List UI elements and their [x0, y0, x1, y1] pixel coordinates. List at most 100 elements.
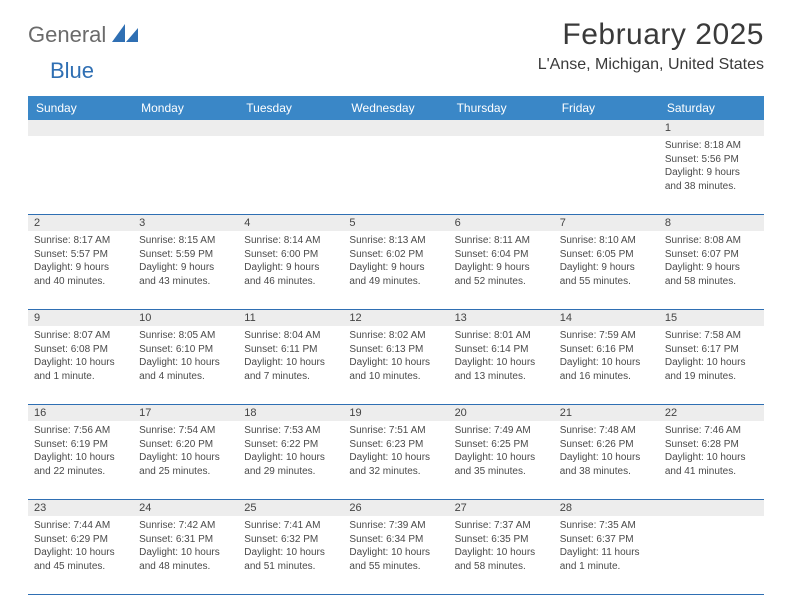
day-number: 17 — [133, 405, 238, 421]
day-cell: Sunrise: 7:59 AMSunset: 6:16 PMDaylight:… — [554, 326, 659, 404]
day-number: 4 — [238, 215, 343, 231]
day1-text: Daylight: 9 hours — [665, 261, 758, 275]
day-cell: Sunrise: 7:56 AMSunset: 6:19 PMDaylight:… — [28, 421, 133, 499]
brand-general: General — [28, 22, 106, 48]
daynum-strip: 2345678 — [28, 215, 764, 231]
day2-text: and 16 minutes. — [560, 370, 653, 384]
sunrise-text: Sunrise: 8:14 AM — [244, 234, 337, 248]
day-cell — [343, 136, 448, 214]
day-number: 13 — [449, 310, 554, 326]
day-cell: Sunrise: 7:54 AMSunset: 6:20 PMDaylight:… — [133, 421, 238, 499]
weekday-friday: Friday — [554, 96, 659, 120]
day2-text: and 4 minutes. — [139, 370, 232, 384]
sunrise-text: Sunrise: 7:51 AM — [349, 424, 442, 438]
day-cell: Sunrise: 7:49 AMSunset: 6:25 PMDaylight:… — [449, 421, 554, 499]
sunset-text: Sunset: 6:25 PM — [455, 438, 548, 452]
day-cell: Sunrise: 8:11 AMSunset: 6:04 PMDaylight:… — [449, 231, 554, 309]
day2-text: and 1 minute. — [560, 560, 653, 574]
sunrise-text: Sunrise: 7:41 AM — [244, 519, 337, 533]
sunrise-text: Sunrise: 8:10 AM — [560, 234, 653, 248]
day2-text: and 43 minutes. — [139, 275, 232, 289]
day-cell — [133, 136, 238, 214]
sunset-text: Sunset: 6:32 PM — [244, 533, 337, 547]
day-number: 8 — [659, 215, 764, 231]
sunrise-text: Sunrise: 8:11 AM — [455, 234, 548, 248]
day-number: 15 — [659, 310, 764, 326]
day-number — [659, 500, 764, 516]
day-cell: Sunrise: 7:51 AMSunset: 6:23 PMDaylight:… — [343, 421, 448, 499]
day-cell: Sunrise: 8:05 AMSunset: 6:10 PMDaylight:… — [133, 326, 238, 404]
sunrise-text: Sunrise: 7:53 AM — [244, 424, 337, 438]
sunset-text: Sunset: 6:37 PM — [560, 533, 653, 547]
week-row: Sunrise: 8:18 AMSunset: 5:56 PMDaylight:… — [28, 136, 764, 215]
weekday-monday: Monday — [133, 96, 238, 120]
sunset-text: Sunset: 6:07 PM — [665, 248, 758, 262]
day1-text: Daylight: 9 hours — [455, 261, 548, 275]
day-number — [238, 120, 343, 136]
day-cell: Sunrise: 7:35 AMSunset: 6:37 PMDaylight:… — [554, 516, 659, 594]
sunrise-text: Sunrise: 8:04 AM — [244, 329, 337, 343]
day-number — [449, 120, 554, 136]
day2-text: and 49 minutes. — [349, 275, 442, 289]
day-number: 10 — [133, 310, 238, 326]
day2-text: and 58 minutes. — [455, 560, 548, 574]
sunset-text: Sunset: 5:59 PM — [139, 248, 232, 262]
brand-logo: General — [28, 22, 140, 48]
week-row: Sunrise: 8:17 AMSunset: 5:57 PM Daylight:… — [28, 231, 764, 310]
sunset-text: Sunset: 6:35 PM — [455, 533, 548, 547]
sunrise-text: Sunrise: 7:39 AM — [349, 519, 442, 533]
location-label: L'Anse, Michigan, United States — [538, 56, 764, 74]
day-number: 1 — [659, 120, 764, 136]
day1-text: Daylight: 10 hours — [34, 451, 127, 465]
day-cell: Sunrise: 7:48 AMSunset: 6:26 PMDaylight:… — [554, 421, 659, 499]
day-number: 25 — [238, 500, 343, 516]
day-cell: Sunrise: 8:04 AMSunset: 6:11 PMDaylight:… — [238, 326, 343, 404]
logo-sail-icon — [112, 24, 138, 47]
sunrise-text: Sunrise: 7:37 AM — [455, 519, 548, 533]
day1-text: Daylight: 10 hours — [244, 356, 337, 370]
day1-text: Daylight: 9 hours — [665, 166, 758, 180]
daynum-strip: 1 — [28, 120, 764, 136]
day-number — [343, 120, 448, 136]
day-number — [554, 120, 659, 136]
day1-text: Daylight: 10 hours — [665, 356, 758, 370]
day1-text: Daylight: 10 hours — [139, 546, 232, 560]
day2-text: and 40 minutes. — [34, 275, 127, 289]
sunset-text: Sunset: 6:10 PM — [139, 343, 232, 357]
sunset-text: Sunset: 6:11 PM — [244, 343, 337, 357]
day-cell: Sunrise: 8:13 AMSunset: 6:02 PMDaylight:… — [343, 231, 448, 309]
day1-text: Daylight: 10 hours — [455, 451, 548, 465]
week-row: Sunrise: 8:07 AMSunset: 6:08 PMDaylight:… — [28, 326, 764, 405]
day-number: 18 — [238, 405, 343, 421]
day-number: 24 — [133, 500, 238, 516]
day-cell: Sunrise: 8:17 AMSunset: 5:57 PMDaylight:… — [28, 231, 133, 309]
weekday-header: Sunday Monday Tuesday Wednesday Thursday… — [28, 96, 764, 120]
day-number: 6 — [449, 215, 554, 231]
sunrise-text: Sunrise: 7:59 AM — [560, 329, 653, 343]
sunset-text: Sunset: 5:57 PM — [34, 248, 127, 262]
day-cell: Sunrise: 8:14 AMSunset: 6:00 PMDaylight:… — [238, 231, 343, 309]
day1-text: Daylight: 10 hours — [139, 451, 232, 465]
day-number: 12 — [343, 310, 448, 326]
day2-text: and 10 minutes. — [349, 370, 442, 384]
sunrise-text: Sunrise: 8:18 AM — [665, 139, 758, 153]
sunset-text: Sunset: 6:17 PM — [665, 343, 758, 357]
calendar-grid: Sunday Monday Tuesday Wednesday Thursday… — [28, 96, 764, 595]
sunrise-text: Sunrise: 8:01 AM — [455, 329, 548, 343]
day-cell: Sunrise: 8:15 AMSunset: 5:59 PMDaylight:… — [133, 231, 238, 309]
day1-text: Daylight: 10 hours — [665, 451, 758, 465]
day2-text: and 1 minute. — [34, 370, 127, 384]
day2-text: and 55 minutes. — [560, 275, 653, 289]
day-cell: Sunrise: 7:44 AMSunset: 6:29 PMDaylight:… — [28, 516, 133, 594]
week-row: Sunrise: 7:56 AMSunset: 6:19 PMDaylight:… — [28, 421, 764, 500]
month-title: February 2025 — [538, 18, 764, 52]
day2-text: and 32 minutes. — [349, 465, 442, 479]
day1-text: Daylight: 10 hours — [560, 356, 653, 370]
sunrise-text: Sunrise: 8:17 AM — [34, 234, 127, 248]
day-cell: Sunrise: 7:41 AMSunset: 6:32 PMDaylight:… — [238, 516, 343, 594]
weekday-sunday: Sunday — [28, 96, 133, 120]
calendar-page: General February 2025 L'Anse, Michigan, … — [0, 0, 792, 613]
day-cell: Sunrise: 8:18 AMSunset: 5:56 PMDaylight:… — [659, 136, 764, 214]
day1-text: Daylight: 9 hours — [139, 261, 232, 275]
sunrise-text: Sunrise: 8:07 AM — [34, 329, 127, 343]
